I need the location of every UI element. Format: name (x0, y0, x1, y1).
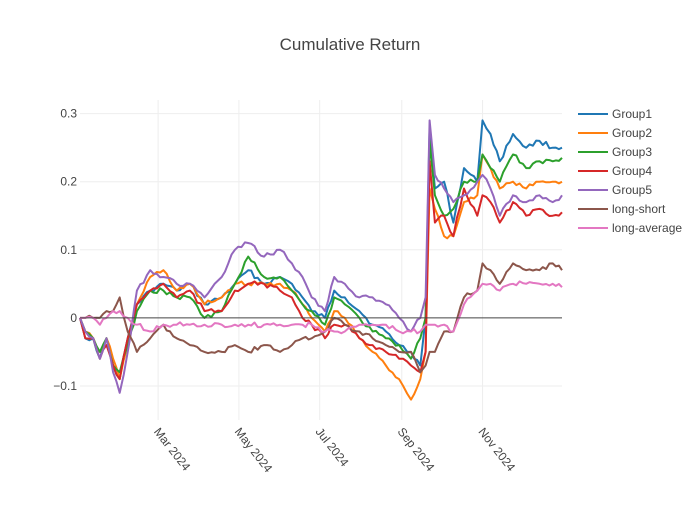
legend-item-group4[interactable]: Group4 (578, 164, 652, 178)
legend-label: Group2 (612, 126, 652, 140)
series-layer (79, 119, 563, 401)
legend-item-group5[interactable]: Group5 (578, 183, 652, 197)
legend-label: Group3 (612, 145, 652, 159)
grid-layer (80, 100, 562, 420)
y-tick-label: −0.1 (53, 379, 77, 393)
legend-label: Group5 (612, 183, 652, 197)
legend-item-group3[interactable]: Group3 (578, 145, 652, 159)
legend-item-group2[interactable]: Group2 (578, 126, 652, 140)
legend-item-group1[interactable]: Group1 (578, 107, 652, 121)
series-line-long-average (80, 280, 563, 335)
y-tick-label: 0.3 (60, 107, 77, 121)
y-tick-label: 0.2 (60, 175, 77, 189)
series-line-group3 (79, 139, 563, 374)
legend-label: Group1 (612, 107, 652, 121)
y-tick-label: 0 (70, 311, 77, 325)
legend-item-long-short[interactable]: long-short (578, 202, 666, 216)
legend-item-long-average[interactable]: long-average (578, 221, 682, 235)
legend-label: long-average (612, 221, 682, 235)
series-line-group5 (79, 119, 563, 394)
legend-label: Group4 (612, 164, 652, 178)
chart-title: Cumulative Return (280, 35, 421, 54)
y-tick-label: 0.1 (60, 243, 77, 257)
legend-label: long-short (612, 202, 666, 216)
legend[interactable]: Group1 Group2 Group3 Group4 Group5 long-short… (578, 107, 682, 235)
